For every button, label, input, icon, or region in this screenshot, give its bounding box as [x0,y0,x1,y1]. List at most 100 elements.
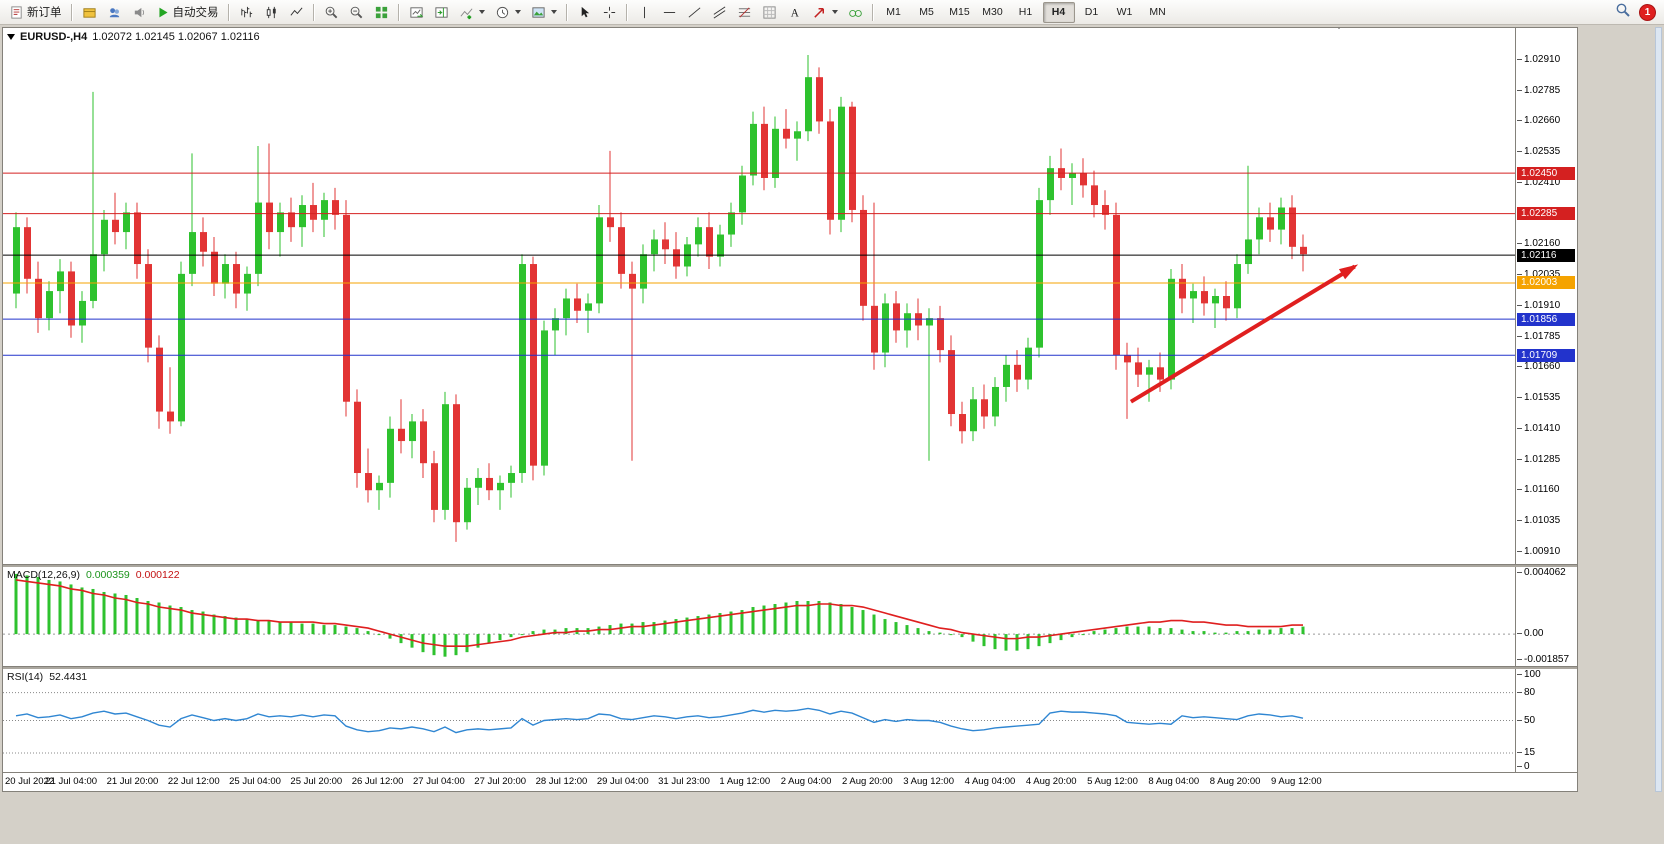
time-axis-label: 27 Jul 20:00 [474,776,527,787]
macd-bar [806,601,810,635]
crosshair-button[interactable] [597,0,622,24]
timeframe-M1[interactable]: M1 [886,6,901,18]
macd-bar [1257,629,1261,635]
rsi-line [15,707,1304,734]
candle-body [13,227,20,294]
timeframe-H4[interactable]: H4 [1042,1,1075,23]
trendline-button[interactable] [682,0,707,24]
auto-scroll-button[interactable] [404,0,429,24]
fibonacci-button[interactable] [732,0,757,24]
shapes-button[interactable] [757,0,782,24]
timeframe-M30[interactable]: M30 [982,6,1003,18]
cursor-button[interactable] [572,0,597,24]
text-button[interactable]: A [782,0,807,24]
rsi-plot[interactable]: RSI(14) 52.4431 [3,669,1515,772]
search-icon[interactable] [1615,2,1631,23]
candle-body [1179,278,1186,299]
rsi-panel: RSI(14) 52.4431 100 80 50 15 0 [3,669,1577,772]
candle-body [420,421,427,464]
horizontal-line-button[interactable] [657,0,682,24]
candle-body [761,123,768,178]
macd-bar [1191,631,1195,635]
candle-body [794,131,801,139]
timeframe-M15[interactable]: M15 [949,6,970,18]
candle-body [1256,217,1263,240]
market-watch-button[interactable] [77,0,102,24]
workspace-scrollbar[interactable] [1655,27,1662,792]
clock-icon [495,5,510,20]
time-axis-label: 31 Jul 23:00 [658,776,710,787]
macd-bar [322,625,326,635]
chart-line-button[interactable] [284,0,309,24]
candle-body [277,212,284,233]
time-axis-label: 2 Aug 04:00 [780,776,832,787]
candle-body [739,175,746,213]
macd-bar [740,610,744,635]
candle-body [882,303,889,353]
vertical-line-button[interactable] [632,0,657,24]
macd-bar [652,622,656,635]
timeframe-M5[interactable]: M5 [919,6,934,18]
auto-trading-button[interactable]: 自动交易 [152,0,224,24]
chart-shift-marker[interactable] [1335,28,1343,47]
candle-body [1201,291,1208,304]
macd-bar [938,632,942,635]
accounts-button[interactable] [102,0,127,24]
chart-candles-button[interactable] [259,0,284,24]
candle-body [970,399,977,432]
price-tag: 1.01856 [1517,312,1575,326]
macd-bar [245,619,249,635]
rsi-scale-tick: 100 [1517,669,1541,680]
templates-button[interactable] [526,0,562,24]
zoom-in-button[interactable] [319,0,344,24]
macd-bar [663,620,667,635]
cycle-lines-button[interactable] [843,0,868,24]
price-tick: 1.02785 [1516,84,1561,96]
candle-body [189,232,196,274]
zoom-out-button[interactable] [344,0,369,24]
timeframe-MN[interactable]: MN [1149,6,1166,18]
new-order-button[interactable]: 新订单 [4,0,67,24]
price-scale[interactable]: 1.02910 1.02785 1.02660 1.02535 1.02410 1.022… [1515,28,1577,564]
main-chart-plot[interactable]: EURUSD-,H4 1.02072 1.02145 1.02067 1.021… [3,28,1515,564]
panel-splitter[interactable] [3,564,1577,567]
timeframe-D1[interactable]: D1 [1084,6,1099,18]
quick-nav-icon[interactable] [7,34,15,40]
macd-bar [91,588,95,635]
alerts-button[interactable] [127,0,152,24]
candle-body [1212,296,1219,304]
candle-body [398,428,405,442]
indicators-button[interactable] [454,0,490,24]
time-axis-label: 8 Aug 04:00 [1148,776,1200,787]
panel-splitter[interactable] [3,666,1577,669]
price-tick: 1.00910 [1516,545,1561,557]
macd-bar [1224,632,1228,635]
notifications-badge[interactable]: 1 [1639,3,1656,21]
macd-bar [256,620,260,635]
channel-icon [712,5,727,20]
candle-body [585,303,592,311]
rsi-scale[interactable]: 100 80 50 15 0 [1515,669,1577,772]
tile-windows-button[interactable] [369,0,394,24]
timeframe-H1[interactable]: H1 [1018,6,1033,18]
timeframe-W1[interactable]: W1 [1116,6,1133,18]
time-axis[interactable]: 20 Jul 2022 21 Jul 04:00 21 Jul 20:00 22 Ju… [3,772,1577,791]
macd-bar [476,634,480,648]
macd-bar [179,607,183,635]
timeframe-group: M1 M5 M15 M30 H1 H4 D1 W1 MN [878,1,1174,23]
macd-plot[interactable]: MACD(12,26,9) 0.000359 0.000122 [3,567,1515,666]
candle-body [145,264,152,348]
macd-bar [366,631,370,635]
candle-body [1080,173,1087,186]
candle-body [321,200,328,220]
macd-bar [498,634,502,641]
macd-scale[interactable]: 0.004062 0.00 -0.001857 [1515,567,1577,666]
channel-button[interactable] [707,0,732,24]
chart-shift-button[interactable] [429,0,454,24]
macd-bar [1169,628,1173,635]
chart-bars-button[interactable] [234,0,259,24]
candle-body [519,264,526,474]
arrows-button[interactable] [807,0,843,24]
macd-bar [817,601,821,635]
periods-button[interactable] [490,0,526,24]
